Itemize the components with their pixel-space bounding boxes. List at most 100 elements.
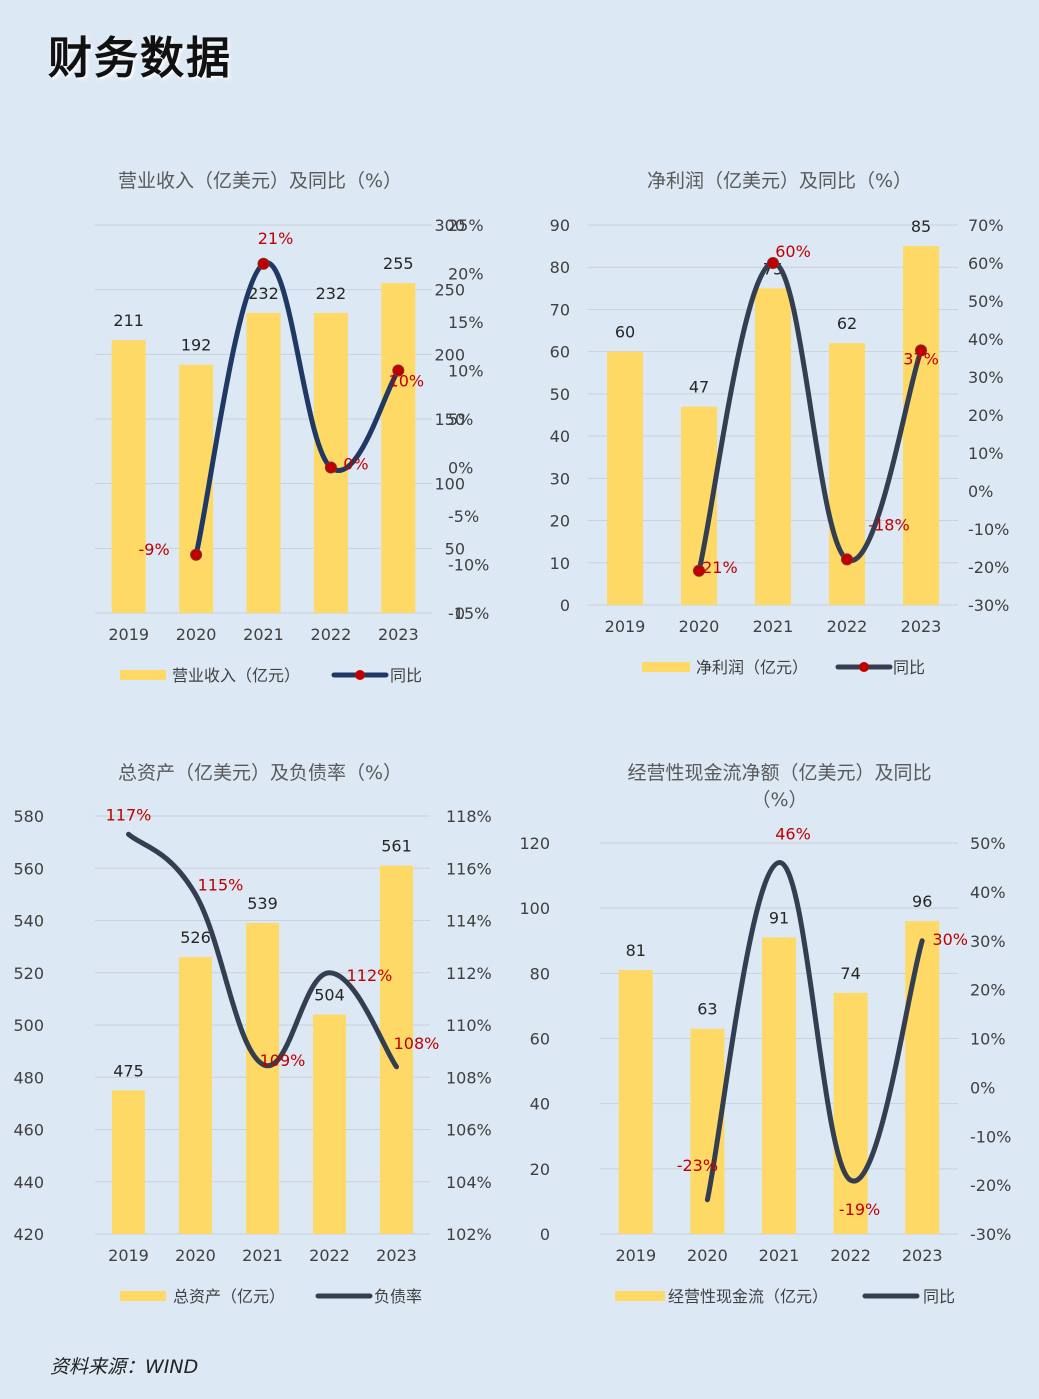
line-value-label: 60% (775, 242, 811, 261)
line-value-label: 37% (903, 349, 939, 368)
y2-tick-label: -10% (448, 556, 489, 575)
bar-value-label: 504 (314, 986, 345, 1005)
bar (762, 937, 796, 1234)
net-profit-chart: 净利润（亿美元）及同比（%） 0 10 20 30 40 50 60 70 80 90 -30% -20… (520, 160, 1039, 700)
revenue-chart: 营业收入（亿美元）及同比（%） 0 50 100 150 200 250 300 -15% -10… (0, 160, 520, 700)
bar-value-label: 232 (248, 284, 279, 303)
x-tick-label: 2022 (830, 1246, 871, 1265)
y2-tick-label: 25% (448, 216, 484, 235)
operating-cash-flow-chart: 经营性现金流净额（亿美元）及同比 （%） 0 20 40 60 80 100 120 -30% -2… (520, 752, 1039, 1322)
y-tick-label: 60 (550, 343, 570, 362)
y2-tick-label: 112% (446, 964, 492, 983)
bar-value-label: 91 (769, 908, 789, 927)
y-tick-label: 60 (530, 1030, 550, 1049)
y2-tick-label: 50% (970, 834, 1006, 853)
legend-line-marker (859, 662, 869, 672)
y2-tick-label: 0% (970, 1078, 995, 1097)
bar-value-label: 47 (689, 378, 709, 397)
line-value-label: 115% (198, 875, 244, 894)
line-marker (392, 364, 405, 377)
y-tick-label: 10 (550, 554, 570, 573)
y2-tick-label: -5% (448, 507, 479, 526)
y-tick-label: 100 (520, 899, 550, 918)
y-tick-label: 90 (550, 216, 570, 235)
line-marker (767, 257, 779, 269)
bar-value-label: 60 (615, 323, 635, 342)
line-value-label: -9% (139, 540, 170, 559)
y-tick-label: 0 (560, 596, 570, 615)
line-value-label: 117% (106, 805, 152, 824)
y-tick-label: 100 (434, 475, 465, 494)
bar (903, 246, 939, 605)
bar-value-label: 192 (181, 336, 212, 355)
y2-tick-label: 108% (446, 1068, 492, 1087)
line-value-label: -19% (839, 1200, 880, 1219)
y-tick-label: 520 (13, 964, 44, 983)
y-tick-label: 80 (550, 258, 570, 277)
x-tick-label: 2019 (108, 625, 149, 644)
line-value-label: 108% (394, 1034, 440, 1053)
y-tick-label: 420 (13, 1225, 44, 1244)
chart-title: 净利润（亿美元）及同比（%） (647, 170, 912, 192)
y-tick-label: 50 (550, 385, 570, 404)
x-tick-label: 2023 (376, 1246, 417, 1265)
line-value-label: -23% (677, 1156, 718, 1175)
y-tick-label: 40 (530, 1095, 550, 1114)
y2-tick-label: 5% (448, 410, 473, 429)
y2-tick-label: 30% (968, 368, 1004, 387)
x-tick-label: 2021 (759, 1246, 800, 1265)
bar (381, 283, 416, 613)
bar-value-label: 539 (247, 894, 278, 913)
bar-value-label: 526 (180, 928, 211, 947)
x-tick-label: 2023 (378, 625, 419, 644)
y2-tick-label: 10% (968, 444, 1004, 463)
y-tick-label: 500 (13, 1016, 44, 1035)
y2-tick-label: -20% (968, 558, 1009, 577)
line-value-label: -18% (868, 515, 909, 534)
legend-line-label: 负债率 (374, 1287, 422, 1306)
legend-bar-swatch (615, 1291, 665, 1301)
line-value-label: 112% (347, 966, 393, 985)
legend-line-label: 同比 (923, 1287, 955, 1306)
yoy-line (696, 260, 924, 574)
y2-tick-label: 110% (446, 1016, 492, 1035)
x-tick-label: 2020 (175, 1246, 216, 1265)
y2-tick-label: -30% (970, 1225, 1011, 1244)
chart-title: 总资产（亿美元）及负债率（%） (118, 762, 402, 784)
y2-tick-label: -10% (970, 1127, 1011, 1146)
legend-line-label: 同比 (390, 666, 422, 685)
y2-tick-label: 20% (448, 265, 484, 284)
y-tick-label: 480 (13, 1068, 44, 1087)
x-tick-label: 2021 (243, 625, 284, 644)
y-tick-label: 200 (434, 345, 465, 364)
y-tick-label: 460 (13, 1121, 44, 1140)
bar-value-label: 63 (697, 1000, 717, 1019)
bar-value-label: 232 (316, 284, 347, 303)
y2-tick-label: 10% (448, 362, 484, 381)
bar (313, 1014, 346, 1234)
source-note: 资料来源：WIND (50, 1356, 199, 1378)
y2-tick-label: 106% (446, 1121, 492, 1140)
chart-title: （%） (751, 789, 807, 811)
legend-line-label: 同比 (893, 658, 925, 677)
y-tick-label: 440 (13, 1173, 44, 1192)
y-tick-label: 560 (13, 859, 44, 878)
legend-bar-swatch (120, 670, 166, 680)
line-value-label: 0% (343, 455, 368, 474)
bar (833, 992, 868, 1234)
bar (905, 921, 940, 1234)
y-tick-label: 250 (434, 281, 465, 300)
bar (755, 288, 791, 605)
legend-bar-swatch (642, 662, 690, 672)
x-tick-label: 2020 (176, 625, 217, 644)
line-marker (257, 257, 270, 270)
y-tick-label: 50 (445, 539, 465, 558)
x-tick-label: 2023 (902, 1246, 943, 1265)
y2-tick-label: 116% (446, 859, 492, 878)
y-tick-label: 540 (13, 912, 44, 931)
y2-tick-label: 40% (968, 330, 1004, 349)
x-tick-label: 2020 (679, 617, 720, 636)
y-tick-label: 20 (550, 512, 570, 531)
y2-tick-label: 50% (968, 292, 1004, 311)
y2-tick-label: 70% (968, 216, 1004, 235)
